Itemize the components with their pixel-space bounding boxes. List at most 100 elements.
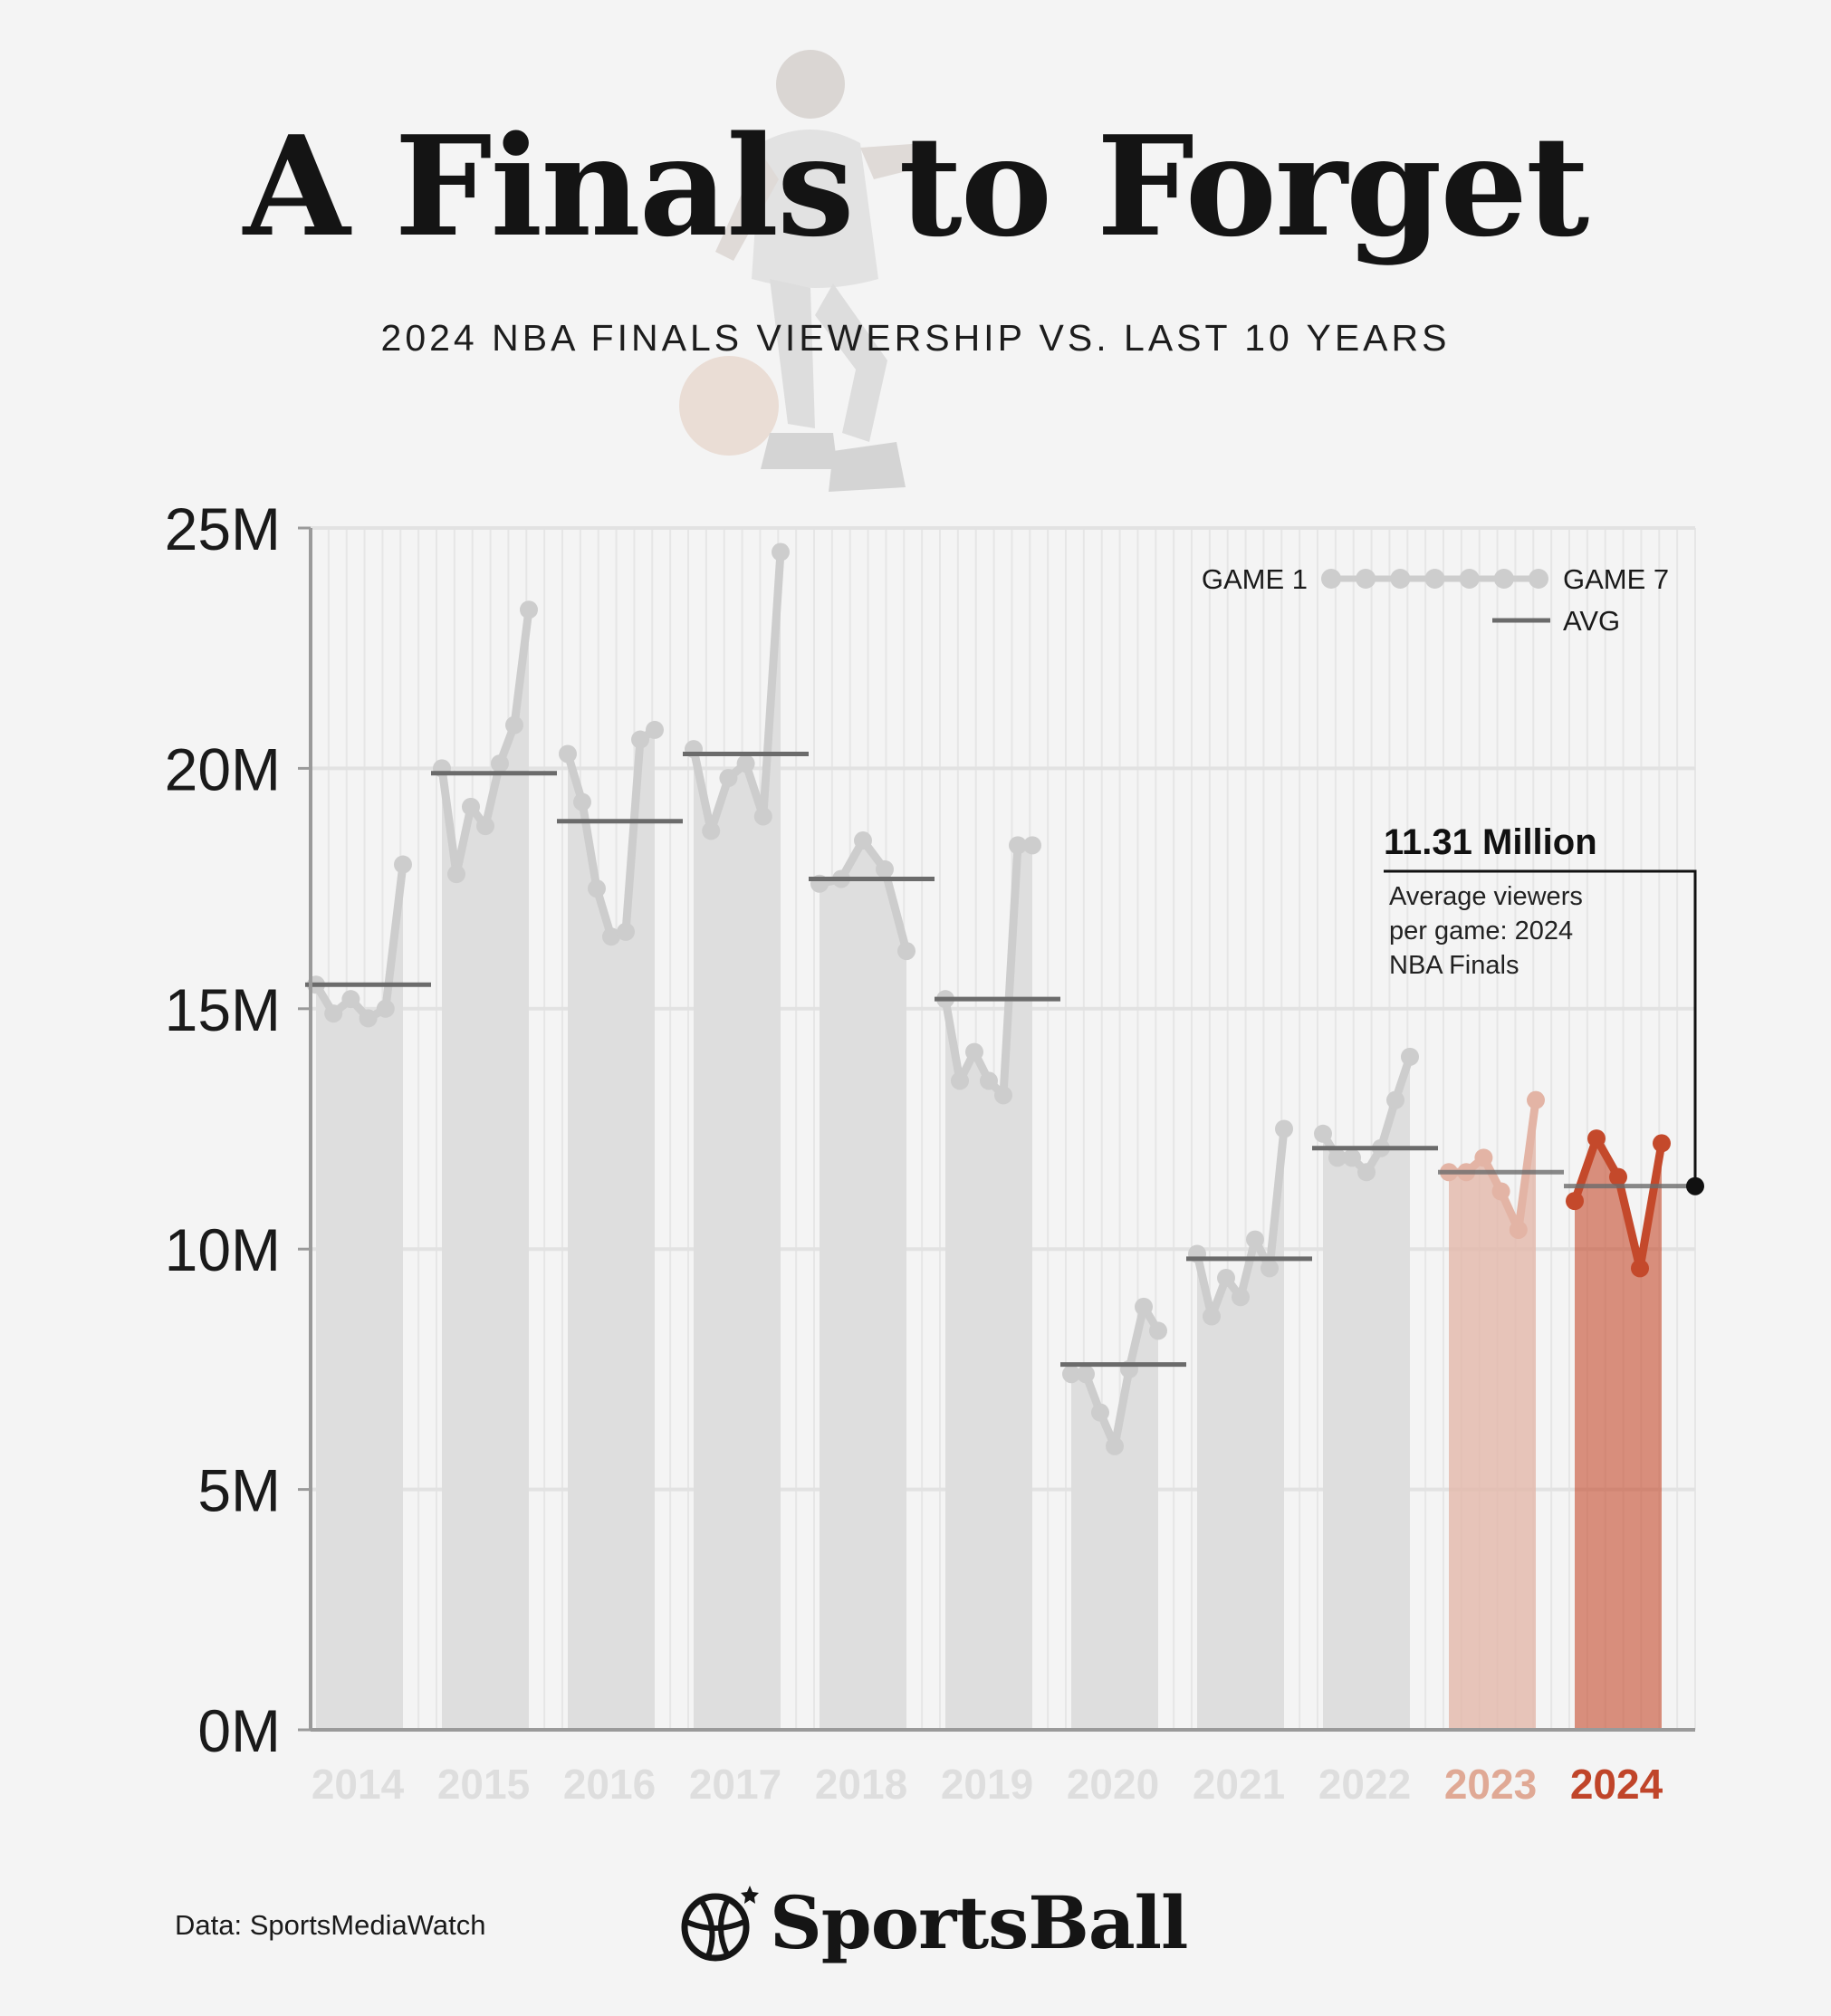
game-point-2021-5 <box>1246 1230 1264 1249</box>
data-source: Data: SportsMediaWatch <box>175 1909 486 1941</box>
game-point-2021-3 <box>1217 1269 1235 1288</box>
game-point-2019-7 <box>1023 836 1041 855</box>
game-point-2018-3 <box>854 831 872 850</box>
player-photo <box>679 50 928 492</box>
game-point-2020-4 <box>1106 1436 1124 1455</box>
game-point-2024-2 <box>1587 1129 1606 1148</box>
game-point-2020-6 <box>1135 1297 1153 1316</box>
y-tick-label: 20M <box>165 735 281 802</box>
x-tick-label-2017: 2017 <box>689 1761 781 1808</box>
game-point-2021-2 <box>1203 1307 1221 1326</box>
game-point-2020-3 <box>1091 1403 1109 1422</box>
callout-value: 11.31 Million <box>1384 822 1597 862</box>
game-point-2024-3 <box>1609 1167 1627 1186</box>
x-tick-label-2021: 2021 <box>1193 1761 1285 1808</box>
x-tick-label-2018: 2018 <box>815 1761 907 1808</box>
game-point-2018-5 <box>897 942 916 961</box>
game-point-2014-3 <box>341 990 360 1009</box>
x-tick-label-2020: 2020 <box>1067 1761 1159 1808</box>
game-point-2017-5 <box>753 807 772 826</box>
game-point-2015-7 <box>520 600 538 619</box>
callout: 11.31 Million Average viewers per game: … <box>1384 822 1704 1195</box>
legend-dot <box>1529 569 1548 589</box>
game-point-2015-4 <box>476 817 494 836</box>
x-tick-label-2019: 2019 <box>941 1761 1033 1808</box>
game-point-2018-4 <box>876 859 894 878</box>
game-point-2024-5 <box>1653 1134 1671 1153</box>
legend-avg-label: AVG <box>1563 605 1620 637</box>
bar-2015 <box>442 610 529 1731</box>
legend-game-dots <box>1321 569 1548 589</box>
callout-marker <box>1686 1176 1704 1195</box>
x-tick-label-2022: 2022 <box>1318 1761 1411 1808</box>
y-tick-label: 0M <box>197 1697 281 1764</box>
game-point-2022-4 <box>1357 1163 1376 1182</box>
y-tick-label: 25M <box>165 495 281 562</box>
game-point-2016-4 <box>602 927 620 946</box>
game-point-2022-1 <box>1314 1124 1332 1143</box>
x-tick-label-2016: 2016 <box>563 1761 656 1808</box>
callout-desc-1: Average viewers <box>1389 882 1583 911</box>
viewership-chart: 0M 5M 10M 15M 20M 25M 2014 2015 2016 2017 2018 2019… <box>165 495 1704 1808</box>
bar-2023 <box>1449 1099 1536 1730</box>
game-point-2017-2 <box>702 821 721 840</box>
games-line-2017 <box>689 548 785 835</box>
game-point-2023-4 <box>1491 1182 1510 1201</box>
legend-dot <box>1356 569 1376 589</box>
game-point-2017-6 <box>772 542 790 562</box>
y-tick-label: 15M <box>165 976 281 1043</box>
bar-2016 <box>568 729 655 1730</box>
game-point-2020-1 <box>1062 1365 1080 1384</box>
game-point-2016-7 <box>646 720 664 739</box>
game-point-2014-6 <box>394 855 412 874</box>
game-point-2014-4 <box>359 1009 378 1028</box>
game-point-2022-2 <box>1328 1148 1347 1167</box>
bars <box>316 552 1662 1731</box>
game-point-2016-6 <box>631 730 649 749</box>
x-tick-label-2015: 2015 <box>437 1761 530 1808</box>
bar-2018 <box>820 840 906 1730</box>
legend-game7-label: GAME 7 <box>1563 563 1669 595</box>
game-point-2019-3 <box>965 1042 983 1061</box>
chart-title: A Finals to Forget <box>243 105 1590 267</box>
game-point-2023-3 <box>1474 1148 1493 1167</box>
game-point-2019-6 <box>1009 836 1027 855</box>
bar-2017 <box>694 552 781 1730</box>
legend: GAME 1 GAME 7 AVG <box>1202 563 1669 637</box>
legend-dot <box>1493 569 1514 589</box>
game-point-2023-6 <box>1527 1090 1545 1109</box>
game-point-2023-5 <box>1509 1220 1528 1239</box>
game-point-2020-2 <box>1077 1365 1095 1384</box>
game-point-2015-6 <box>505 715 523 734</box>
game-point-2015-2 <box>447 865 465 884</box>
game-point-2022-3 <box>1343 1148 1361 1167</box>
bar-2021 <box>1197 1128 1284 1730</box>
bar-2014 <box>316 864 403 1730</box>
game-point-2016-1 <box>559 744 577 763</box>
game-point-2015-5 <box>491 754 509 773</box>
legend-dot <box>1390 569 1411 589</box>
game-point-2021-6 <box>1261 1259 1279 1278</box>
game-point-2022-7 <box>1401 1047 1419 1066</box>
game-point-2019-5 <box>994 1086 1012 1105</box>
bar-2024 <box>1575 1138 1662 1730</box>
callout-leader-line <box>1384 869 1697 1186</box>
game-point-2017-4 <box>736 754 755 773</box>
game-point-2024-1 <box>1566 1192 1584 1211</box>
game-point-2016-2 <box>573 792 591 811</box>
game-point-2021-4 <box>1232 1288 1250 1307</box>
bar-2019 <box>945 845 1032 1730</box>
game-point-2014-5 <box>376 999 395 1018</box>
game-point-2015-3 <box>462 797 480 816</box>
callout-desc-2: per game: 2024 <box>1389 917 1573 946</box>
brand-logo: SportsBall <box>677 1882 1188 1963</box>
legend-dot <box>1459 569 1480 589</box>
bar-2022 <box>1323 1056 1410 1730</box>
legend-dot <box>1321 569 1341 589</box>
legend-dot <box>1424 569 1445 589</box>
chart-subtitle: 2024 NBA FINALS VIEWERSHIP VS. LAST 10 Y… <box>380 317 1451 359</box>
average-lines <box>305 751 1690 1368</box>
game-point-2017-3 <box>719 769 738 788</box>
game-point-2014-2 <box>324 1004 343 1023</box>
callout-desc-3: NBA Finals <box>1389 951 1519 980</box>
